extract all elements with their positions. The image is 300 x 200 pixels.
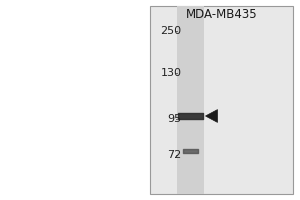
Text: 95: 95 [167, 114, 182, 124]
Text: 250: 250 [160, 26, 182, 36]
Text: MDA-MB435: MDA-MB435 [185, 8, 257, 21]
Polygon shape [206, 110, 218, 122]
Text: 72: 72 [167, 150, 182, 160]
Text: 130: 130 [160, 68, 182, 78]
Bar [177, 6, 204, 194]
Bar [150, 6, 292, 194]
